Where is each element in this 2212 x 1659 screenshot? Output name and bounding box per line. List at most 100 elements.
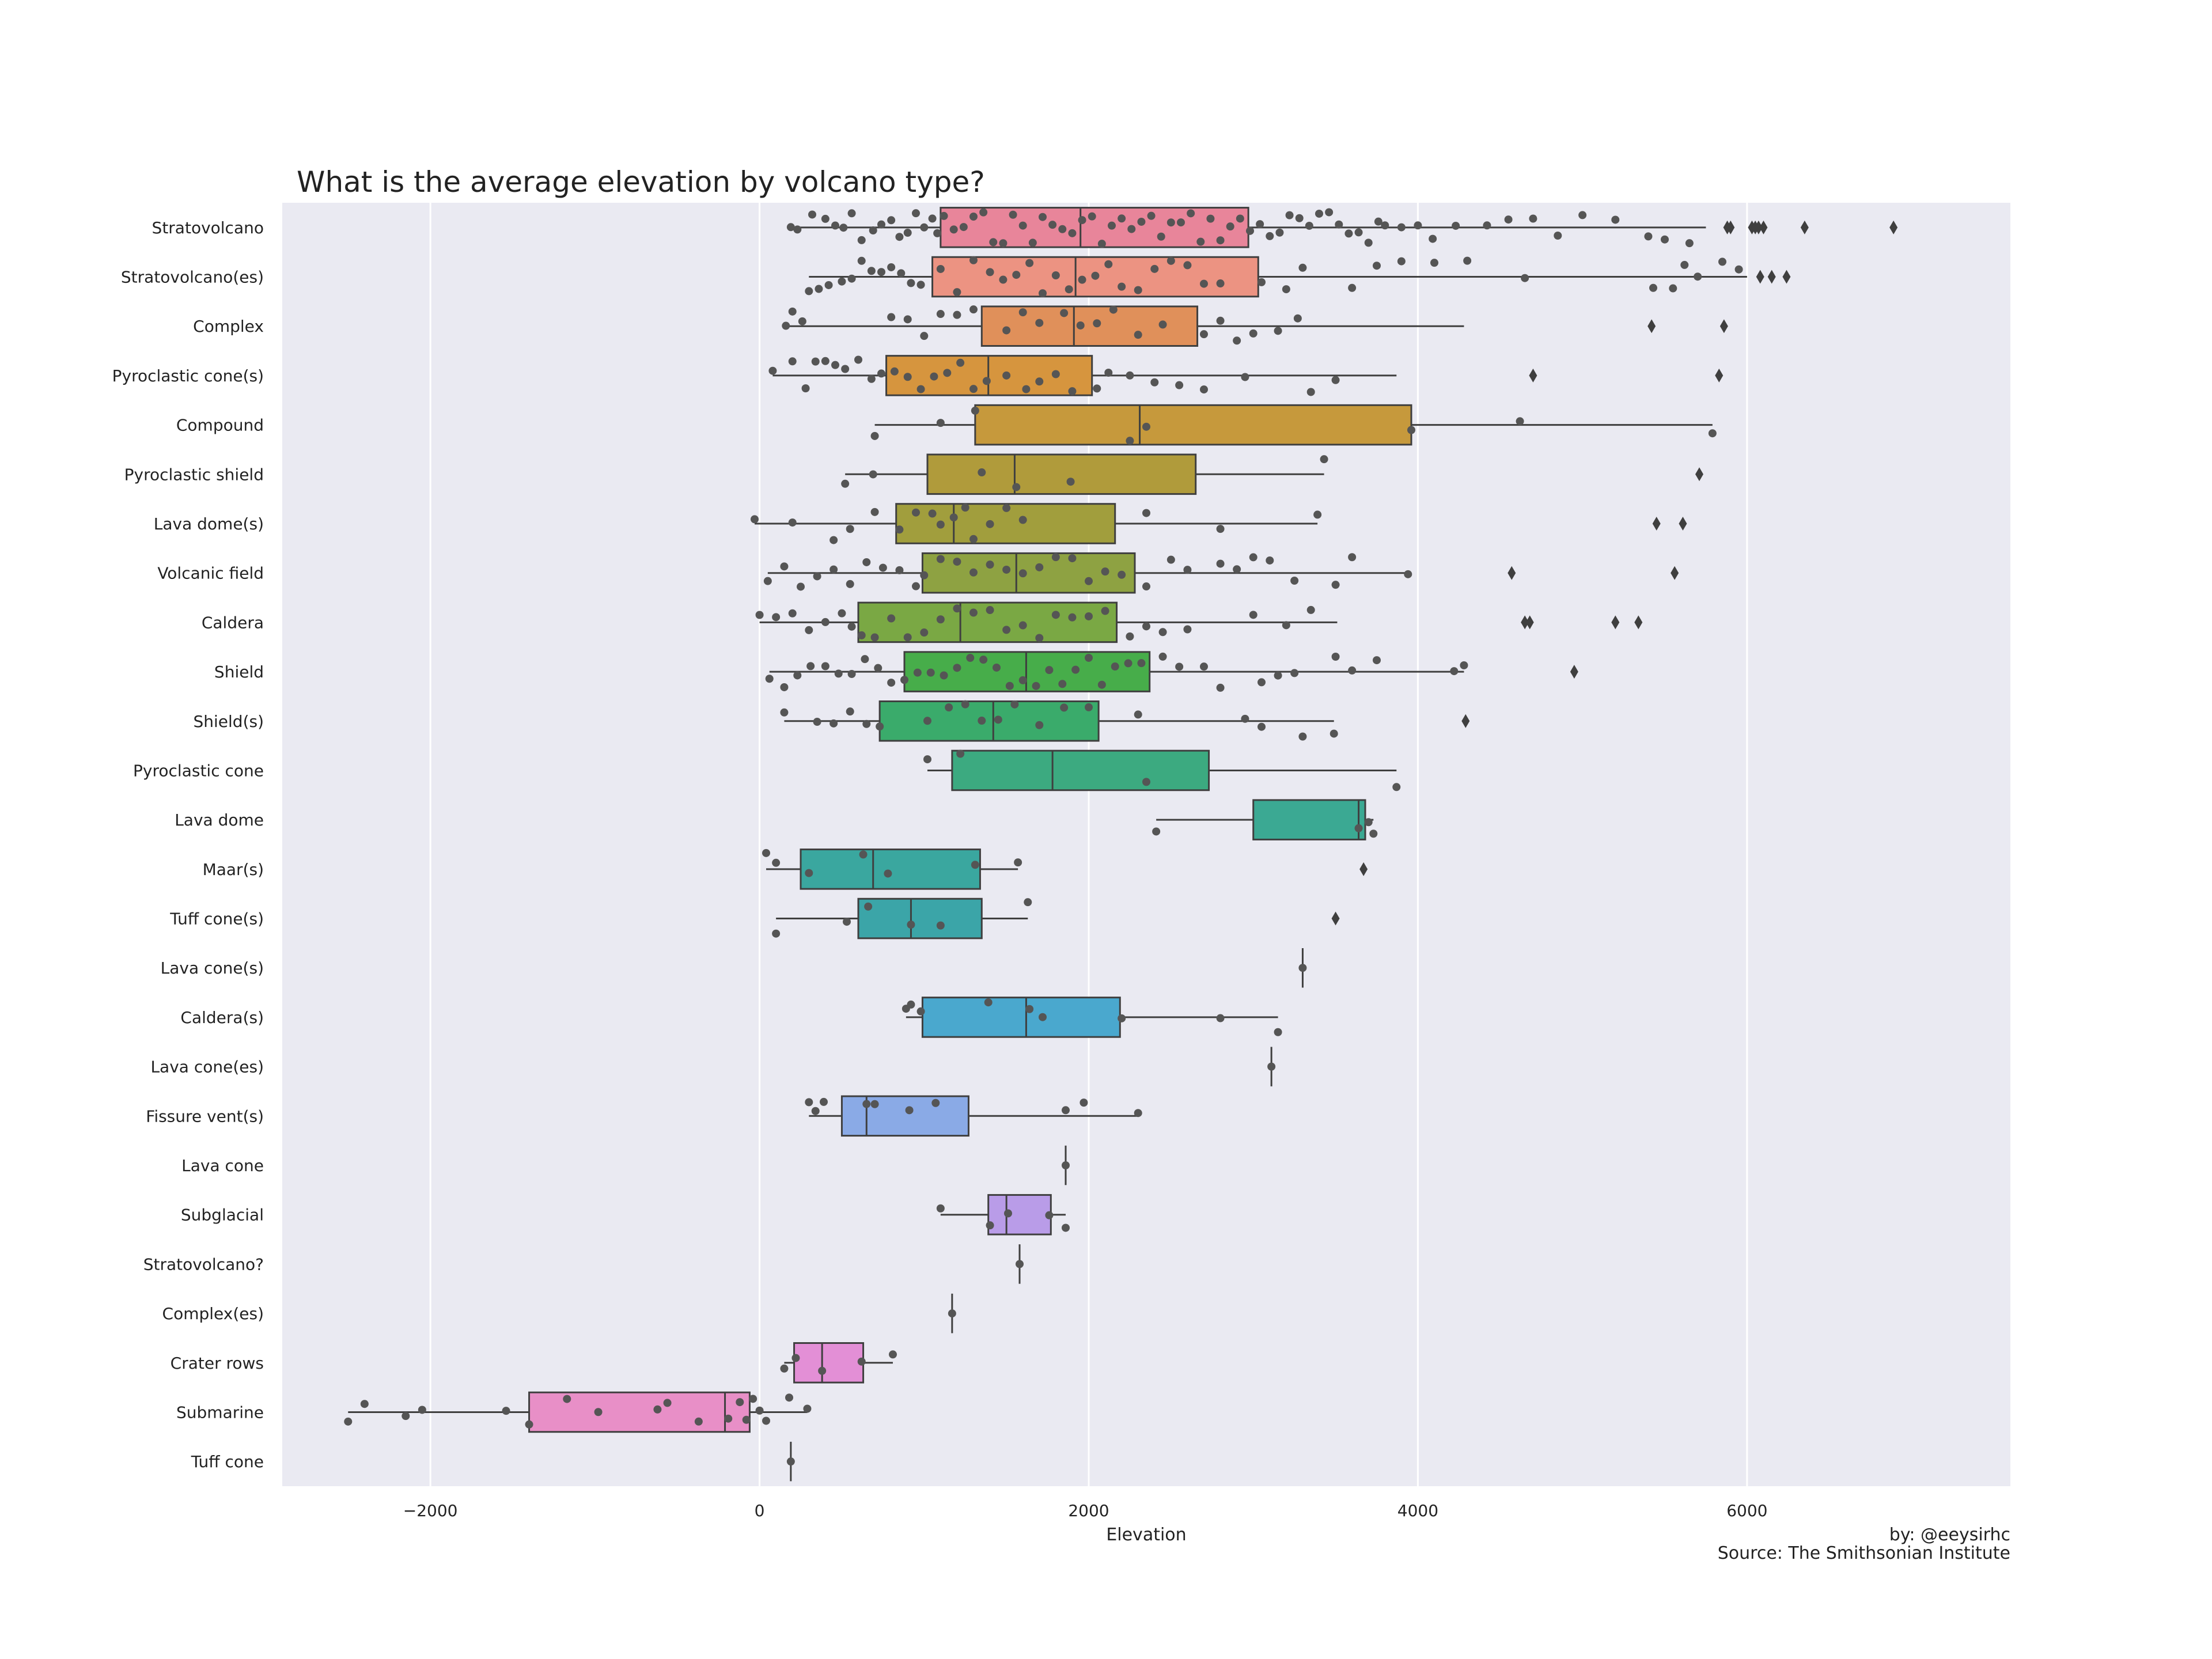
data-point [1216,236,1225,245]
box-group [805,256,1791,298]
data-point [999,275,1007,284]
data-point [1076,321,1085,329]
y-tick-label: Crater rows [171,1354,264,1373]
outlier-point [1726,220,1735,234]
data-point [912,582,920,590]
data-point [780,683,789,691]
data-point [1010,700,1019,709]
data-point [870,507,879,516]
data-point [1051,370,1060,378]
data-point [1166,256,1175,265]
data-point [1430,259,1438,267]
data-point [847,622,856,631]
data-point [1097,680,1106,689]
data-point [1483,221,1491,230]
y-tick-label: Fissure vent(s) [146,1107,264,1126]
data-point [1060,309,1069,317]
data-point [360,1400,369,1408]
data-point [1002,626,1011,634]
data-point [1320,455,1328,464]
data-point [857,1357,866,1366]
data-point [994,715,1002,724]
outlier-point [1767,270,1776,284]
data-point [1257,722,1266,731]
data-point [877,268,885,276]
data-point [869,226,877,235]
data-point [936,555,945,563]
box-group [765,651,1578,692]
data-point [1088,212,1096,221]
data-point [907,279,915,287]
outlier-point [1889,220,1898,234]
data-point [989,238,998,247]
data-point [870,431,879,440]
data-point [1348,283,1357,292]
outlier-point [1800,220,1809,234]
data-point [1109,305,1118,314]
data-point [1200,279,1208,288]
data-point [984,998,993,1007]
data-point [1183,261,1192,270]
data-point [1002,503,1011,512]
data-point [859,850,868,859]
data-point [772,929,781,938]
outlier-point [1461,714,1470,728]
box [528,1391,751,1433]
y-tick-label: Caldera [202,613,264,632]
data-point [979,208,988,217]
data-point [793,671,802,680]
data-point [999,239,1007,248]
box-group [1152,799,1378,840]
data-point [1016,1260,1024,1268]
outlier-point [1754,220,1763,234]
data-point [1062,1106,1070,1115]
data-point [1158,320,1167,329]
data-point [889,1350,897,1359]
data-point [772,613,781,622]
y-tick-label: Lava cone [181,1156,264,1175]
y-tick-label: Pyroclastic cone(s) [112,366,264,385]
data-point [830,719,838,728]
data-point [916,1007,925,1016]
data-point [876,722,884,731]
data-point [841,479,850,488]
data-point [969,256,978,264]
data-point [1216,683,1225,692]
data-point [1045,666,1054,675]
data-point [818,1366,827,1375]
data-point [933,229,942,237]
data-point [862,558,871,566]
data-point [1282,285,1290,294]
data-point [961,503,969,512]
box-group [902,997,1282,1038]
data-point [940,211,948,220]
data-point [402,1412,410,1421]
outlier-point [1634,615,1643,630]
data-point [854,355,862,364]
data-point [811,1107,820,1115]
data-point [1578,211,1587,219]
data-point [1051,553,1060,562]
data-point [912,209,920,218]
data-point [969,535,978,543]
data-point [1134,710,1142,719]
credit-text: by: @eeysirhc [1889,1525,2010,1545]
data-point [742,1415,751,1424]
data-point [877,369,885,378]
y-tick-label: Shield [214,662,264,681]
data-point [830,565,838,574]
data-point [831,221,839,230]
data-point [1266,232,1274,240]
data-point [986,520,994,528]
data-point [936,1204,945,1213]
y-tick-label: Lava dome(s) [154,514,264,533]
data-point [594,1408,603,1416]
data-point [813,718,821,726]
data-point [820,1097,828,1106]
data-point [1018,569,1027,578]
data-point [785,1393,793,1402]
data-point [1450,667,1459,676]
data-point [1397,257,1406,266]
data-point [887,216,896,225]
data-point [1249,611,1257,619]
